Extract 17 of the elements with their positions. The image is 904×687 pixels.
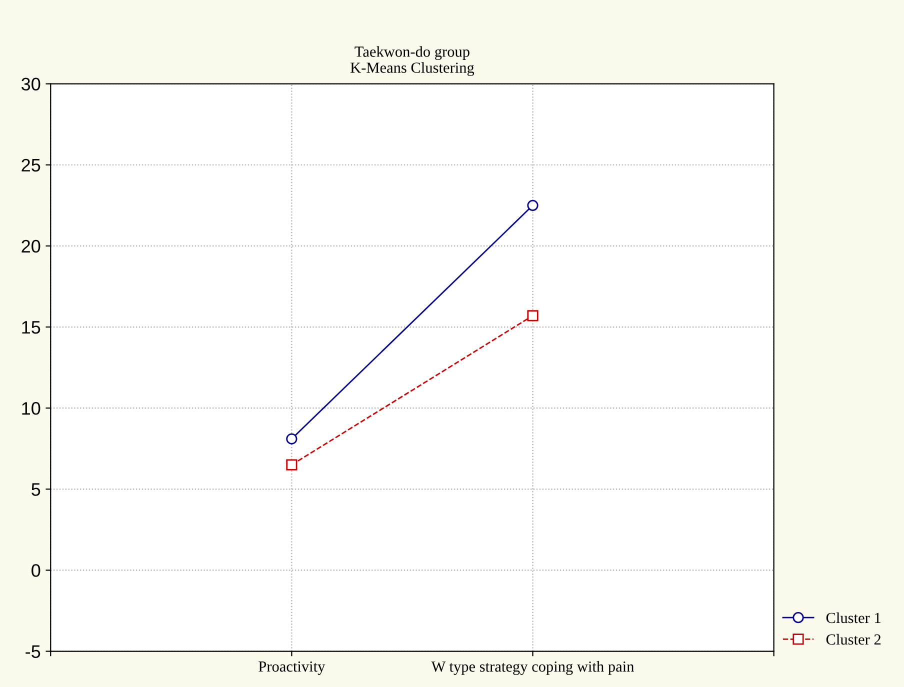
y-tick-label: 20 [22, 240, 40, 253]
chart-title: Taekwon-do group K-Means Clustering [350, 46, 474, 76]
y-tick-label: -5 [26, 645, 40, 658]
x-tick-label: Proactivity [258, 661, 326, 675]
y-tick-label: 25 [22, 158, 40, 172]
y-tick-label: 30 [22, 78, 40, 91]
point [286, 459, 298, 470]
point [527, 310, 538, 322]
x-tick-label: W type strategy coping with pain [431, 661, 634, 675]
y-tick-label: 0 [32, 564, 40, 577]
legend-label: Cluster 2 [826, 634, 881, 645]
y-tick-label: 10 [22, 402, 40, 415]
y-tick-label: 5 [32, 483, 40, 496]
point [527, 200, 538, 211]
y-tick-label: 15 [22, 321, 40, 334]
point [286, 433, 298, 444]
legend-label: Cluster 1 [826, 612, 880, 624]
